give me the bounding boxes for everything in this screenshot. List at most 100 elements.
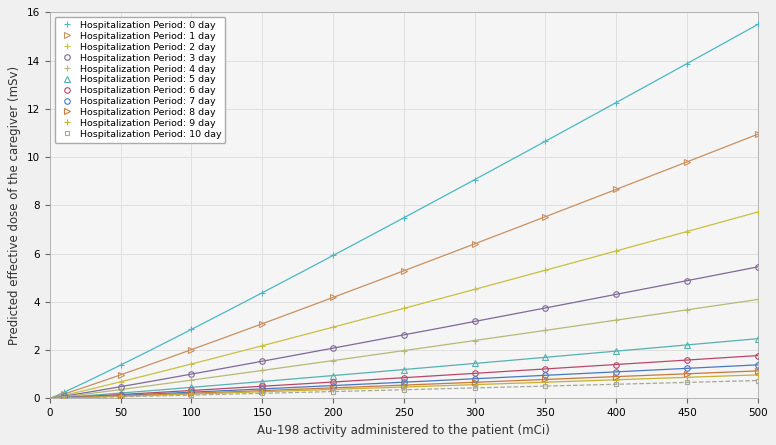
Hospitalization Period: 5 day: (450, 2.22): 5 day: (450, 2.22) [682,342,691,348]
Hospitalization Period: 7 day: (200, 0.531): 7 day: (200, 0.531) [328,383,338,388]
Hospitalization Period: 6 day: (100, 0.328): 6 day: (100, 0.328) [187,388,196,393]
Line: Hospitalization Period: 7 day: Hospitalization Period: 7 day [61,362,760,400]
Hospitalization Period: 1 day: (250, 5.29): 1 day: (250, 5.29) [399,268,408,274]
Hospitalization Period: 6 day: (10, 0.0292): 6 day: (10, 0.0292) [60,395,69,401]
Hospitalization Period: 2 day: (10, 0.127): 2 day: (10, 0.127) [60,392,69,398]
Hospitalization Period: 9 day: (500, 0.975): 9 day: (500, 0.975) [753,372,763,377]
Hospitalization Period: 10 day: (250, 0.357): 10 day: (250, 0.357) [399,387,408,392]
Hospitalization Period: 6 day: (200, 0.678): 6 day: (200, 0.678) [328,379,338,384]
Hospitalization Period: 2 day: (450, 6.92): 2 day: (450, 6.92) [682,229,691,234]
Hospitalization Period: 0 day: (500, 15.5): 0 day: (500, 15.5) [753,22,763,27]
Line: Hospitalization Period: 0 day: Hospitalization Period: 0 day [61,21,761,396]
Hospitalization Period: 4 day: (500, 4.1): 4 day: (500, 4.1) [753,297,763,302]
Hospitalization Period: 3 day: (450, 4.88): 3 day: (450, 4.88) [682,278,691,283]
Hospitalization Period: 8 day: (50, 0.102): 8 day: (50, 0.102) [116,393,125,399]
Hospitalization Period: 10 day: (450, 0.663): 10 day: (450, 0.663) [682,380,691,385]
Hospitalization Period: 8 day: (450, 1.02): 8 day: (450, 1.02) [682,371,691,376]
Hospitalization Period: 7 day: (10, 0.0229): 7 day: (10, 0.0229) [60,395,69,401]
Hospitalization Period: 10 day: (150, 0.209): 10 day: (150, 0.209) [258,391,267,396]
Hospitalization Period: 8 day: (150, 0.322): 8 day: (150, 0.322) [258,388,267,393]
Hospitalization Period: 6 day: (500, 1.78): 6 day: (500, 1.78) [753,353,763,358]
Line: Hospitalization Period: 9 day: Hospitalization Period: 9 day [61,372,761,401]
Hospitalization Period: 6 day: (400, 1.4): 6 day: (400, 1.4) [611,362,621,367]
Hospitalization Period: 6 day: (150, 0.501): 6 day: (150, 0.501) [258,384,267,389]
Hospitalization Period: 9 day: (350, 0.67): 9 day: (350, 0.67) [541,380,550,385]
Hospitalization Period: 5 day: (400, 1.96): 5 day: (400, 1.96) [611,348,621,354]
Hospitalization Period: 9 day: (200, 0.373): 9 day: (200, 0.373) [328,387,338,392]
Hospitalization Period: 3 day: (250, 2.63): 3 day: (250, 2.63) [399,332,408,338]
Line: Hospitalization Period: 6 day: Hospitalization Period: 6 day [61,353,760,400]
Hospitalization Period: 6 day: (50, 0.158): 6 day: (50, 0.158) [116,392,125,397]
Hospitalization Period: 4 day: (400, 3.24): 4 day: (400, 3.24) [611,317,621,323]
Line: Hospitalization Period: 10 day: Hospitalization Period: 10 day [62,378,760,400]
Hospitalization Period: 3 day: (50, 0.486): 3 day: (50, 0.486) [116,384,125,389]
Hospitalization Period: 0 day: (50, 1.38): 0 day: (50, 1.38) [116,362,125,368]
Line: Hospitalization Period: 5 day: Hospitalization Period: 5 day [61,336,760,400]
Hospitalization Period: 7 day: (100, 0.257): 7 day: (100, 0.257) [187,389,196,395]
Line: Hospitalization Period: 4 day: Hospitalization Period: 4 day [61,296,761,400]
Hospitalization Period: 4 day: (10, 0.0674): 4 day: (10, 0.0674) [60,394,69,400]
Hospitalization Period: 3 day: (500, 5.45): 3 day: (500, 5.45) [753,264,763,270]
Hospitalization Period: 3 day: (100, 1.01): 3 day: (100, 1.01) [187,372,196,377]
Hospitalization Period: 4 day: (200, 1.57): 4 day: (200, 1.57) [328,358,338,363]
Hospitalization Period: 10 day: (200, 0.283): 10 day: (200, 0.283) [328,389,338,394]
Hospitalization Period: 0 day: (300, 9.07): 0 day: (300, 9.07) [470,177,480,182]
Hospitalization Period: 2 day: (400, 6.11): 2 day: (400, 6.11) [611,248,621,254]
Hospitalization Period: 9 day: (300, 0.57): 9 day: (300, 0.57) [470,382,480,387]
Hospitalization Period: 3 day: (300, 3.19): 3 day: (300, 3.19) [470,319,480,324]
Hospitalization Period: 1 day: (500, 11): 1 day: (500, 11) [753,132,763,137]
Hospitalization Period: 8 day: (350, 0.784): 8 day: (350, 0.784) [541,377,550,382]
Hospitalization Period: 10 day: (300, 0.433): 10 day: (300, 0.433) [470,385,480,391]
Hospitalization Period: 1 day: (300, 6.4): 1 day: (300, 6.4) [470,241,480,247]
Hospitalization Period: 2 day: (300, 4.52): 2 day: (300, 4.52) [470,287,480,292]
Hospitalization Period: 2 day: (50, 0.688): 2 day: (50, 0.688) [116,379,125,384]
Hospitalization Period: 10 day: (400, 0.585): 10 day: (400, 0.585) [611,382,621,387]
Hospitalization Period: 0 day: (450, 13.9): 0 day: (450, 13.9) [682,61,691,66]
Hospitalization Period: 6 day: (350, 1.22): 6 day: (350, 1.22) [541,366,550,372]
Hospitalization Period: 10 day: (350, 0.509): 10 day: (350, 0.509) [541,384,550,389]
Hospitalization Period: 1 day: (200, 4.18): 1 day: (200, 4.18) [328,295,338,300]
Hospitalization Period: 1 day: (10, 0.18): 1 day: (10, 0.18) [60,391,69,396]
Hospitalization Period: 1 day: (350, 7.53): 1 day: (350, 7.53) [541,214,550,219]
Hospitalization Period: 7 day: (50, 0.124): 7 day: (50, 0.124) [116,393,125,398]
Hospitalization Period: 3 day: (400, 4.31): 3 day: (400, 4.31) [611,291,621,297]
Hospitalization Period: 7 day: (150, 0.393): 7 day: (150, 0.393) [258,386,267,392]
Hospitalization Period: 1 day: (50, 0.976): 1 day: (50, 0.976) [116,372,125,377]
Hospitalization Period: 8 day: (100, 0.21): 8 day: (100, 0.21) [187,391,196,396]
Hospitalization Period: 0 day: (10, 0.255): 0 day: (10, 0.255) [60,389,69,395]
Hospitalization Period: 2 day: (350, 5.31): 2 day: (350, 5.31) [541,267,550,273]
Hospitalization Period: 3 day: (200, 2.08): 3 day: (200, 2.08) [328,345,338,351]
Hospitalization Period: 0 day: (350, 10.7): 0 day: (350, 10.7) [541,138,550,144]
Hospitalization Period: 7 day: (500, 1.39): 7 day: (500, 1.39) [753,362,763,368]
Hospitalization Period: 8 day: (400, 0.902): 8 day: (400, 0.902) [611,374,621,379]
Hospitalization Period: 4 day: (250, 1.98): 4 day: (250, 1.98) [399,348,408,353]
Hospitalization Period: 5 day: (100, 0.457): 5 day: (100, 0.457) [187,384,196,390]
Hospitalization Period: 1 day: (150, 3.09): 1 day: (150, 3.09) [258,321,267,327]
Hospitalization Period: 1 day: (100, 2.02): 1 day: (100, 2.02) [187,347,196,352]
Hospitalization Period: 2 day: (250, 3.73): 2 day: (250, 3.73) [399,306,408,311]
Hospitalization Period: 9 day: (250, 0.471): 9 day: (250, 0.471) [399,384,408,390]
Hospitalization Period: 4 day: (50, 0.365): 4 day: (50, 0.365) [116,387,125,392]
Hospitalization Period: 6 day: (450, 1.59): 6 day: (450, 1.59) [682,357,691,363]
Line: Hospitalization Period: 1 day: Hospitalization Period: 1 day [61,131,760,397]
Hospitalization Period: 5 day: (350, 1.7): 5 day: (350, 1.7) [541,355,550,360]
Hospitalization Period: 3 day: (150, 1.54): 3 day: (150, 1.54) [258,359,267,364]
X-axis label: Au-198 activity administered to the patient (mCi): Au-198 activity administered to the pati… [258,424,550,437]
Hospitalization Period: 2 day: (100, 1.43): 2 day: (100, 1.43) [187,361,196,367]
Hospitalization Period: 7 day: (400, 1.1): 7 day: (400, 1.1) [611,369,621,375]
Hospitalization Period: 0 day: (150, 4.38): 0 day: (150, 4.38) [258,290,267,295]
Hospitalization Period: 2 day: (500, 7.73): 2 day: (500, 7.73) [753,209,763,214]
Hospitalization Period: 0 day: (250, 7.49): 0 day: (250, 7.49) [399,215,408,220]
Hospitalization Period: 1 day: (450, 9.8): 1 day: (450, 9.8) [682,159,691,165]
Y-axis label: Predicted effective dose of the caregiver (mSv): Predicted effective dose of the caregive… [9,66,21,345]
Hospitalization Period: 9 day: (10, 0.016): 9 day: (10, 0.016) [60,395,69,401]
Hospitalization Period: 8 day: (300, 0.667): 8 day: (300, 0.667) [470,380,480,385]
Hospitalization Period: 3 day: (350, 3.75): 3 day: (350, 3.75) [541,305,550,311]
Hospitalization Period: 10 day: (100, 0.137): 10 day: (100, 0.137) [187,392,196,398]
Hospitalization Period: 5 day: (250, 1.2): 5 day: (250, 1.2) [399,367,408,372]
Hospitalization Period: 10 day: (500, 0.74): 10 day: (500, 0.74) [753,378,763,383]
Hospitalization Period: 0 day: (100, 2.86): 0 day: (100, 2.86) [187,327,196,332]
Hospitalization Period: 0 day: (400, 12.3): 0 day: (400, 12.3) [611,100,621,105]
Hospitalization Period: 7 day: (300, 0.813): 7 day: (300, 0.813) [470,376,480,381]
Hospitalization Period: 3 day: (10, 0.0896): 3 day: (10, 0.0896) [60,393,69,399]
